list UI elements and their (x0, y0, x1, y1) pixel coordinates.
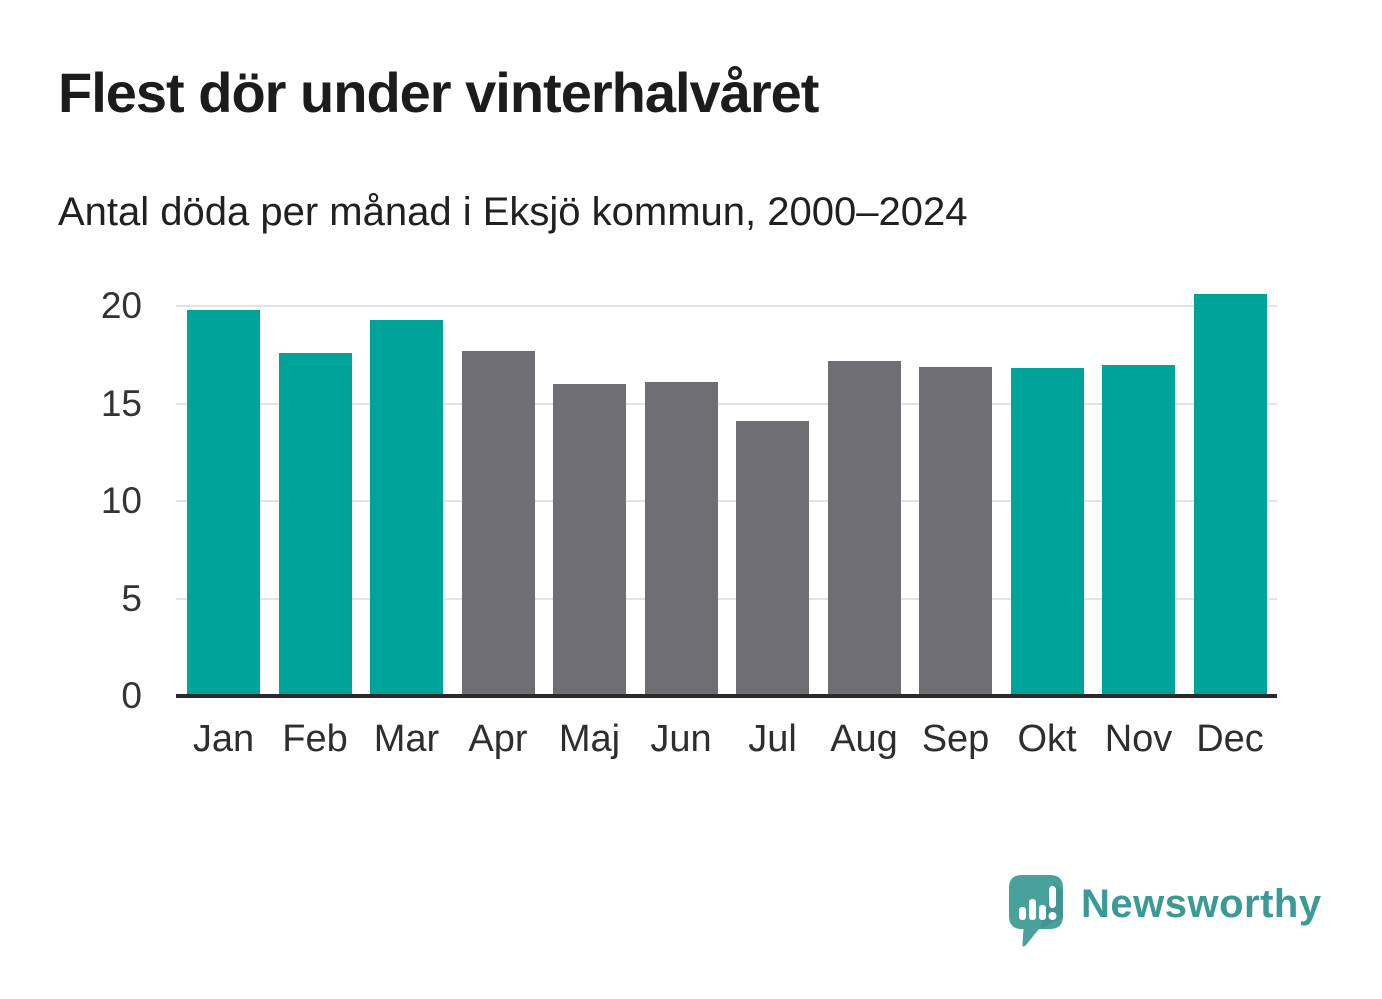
bar-dec (1193, 294, 1267, 696)
x-tick-label-feb: Feb (282, 718, 348, 760)
gridline-y-20 (176, 305, 1277, 307)
bar-aug (827, 360, 901, 696)
x-tick-label-aug: Aug (830, 718, 898, 760)
newsworthy-speech-bubble-icon (1009, 875, 1063, 947)
x-tick-label-nov: Nov (1104, 718, 1173, 760)
gridline-y-5 (176, 597, 1277, 600)
bar-jan (187, 309, 260, 696)
bar-mar (370, 319, 443, 696)
y-tick-label-0: 0 (121, 675, 142, 716)
x-tick-label-maj: Maj (558, 718, 621, 760)
y-tick-label-10: 10 (100, 480, 142, 521)
bar-feb (278, 352, 352, 696)
x-tick-label-mar: Mar (373, 718, 440, 760)
page-title: Flest dör under vinterhalvåret (58, 61, 819, 124)
bar-jun (644, 382, 718, 696)
x-axis-line (176, 694, 1277, 698)
bar-series (187, 294, 1267, 696)
x-tick-label-sep: Sep (921, 718, 990, 760)
bar-okt (1010, 368, 1084, 696)
bar-jul (736, 421, 809, 696)
gridline-y-15 (176, 402, 1277, 405)
newsworthy-logo: Newsworthy (1008, 874, 1322, 950)
x-tick-label-okt: Okt (1017, 718, 1077, 760)
bar-nov (1102, 364, 1175, 696)
x-tick-label-jun: Jun (650, 718, 712, 760)
x-tick-label-dec: Dec (1196, 718, 1264, 760)
bar-apr (461, 350, 535, 696)
y-tick-label-20: 20 (100, 285, 142, 326)
chart-subtitle: Antal döda per månad i Eksjö kommun, 200… (58, 190, 968, 234)
x-tick-label-jan: Jan (192, 718, 255, 760)
newsworthy-wordmark: Newsworthy (1081, 882, 1322, 926)
x-axis-tick-labels: Jan Feb Mar Apr Maj Jun Jul Aug Sep Okt Nov Dec (187, 716, 1267, 762)
y-tick-label-15: 15 (100, 382, 142, 424)
bar-sep (919, 366, 992, 696)
gridline-y-10 (176, 500, 1277, 502)
plot-area (176, 294, 1277, 698)
y-tick-label-5: 5 (121, 577, 142, 619)
x-tick-label-apr: Apr (468, 718, 528, 760)
x-tick-label-jul: Jul (748, 718, 797, 760)
bar-maj (553, 384, 626, 696)
